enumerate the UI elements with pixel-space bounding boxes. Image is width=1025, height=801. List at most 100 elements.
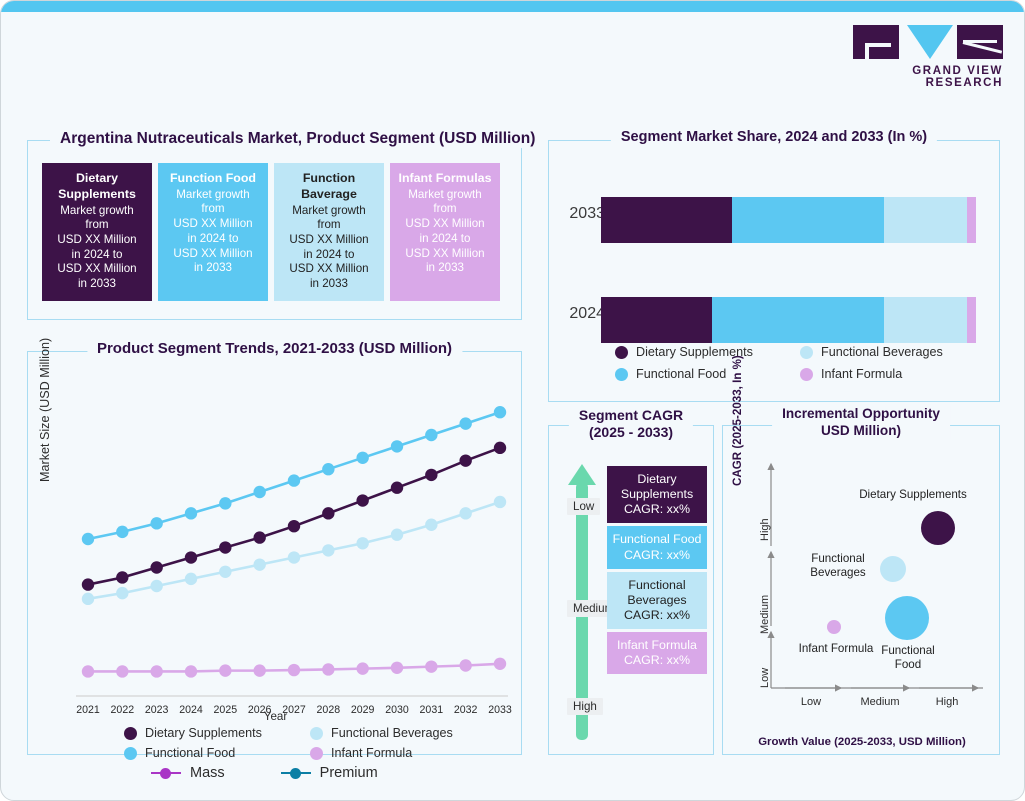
data-point[interactable] xyxy=(356,662,369,675)
data-point[interactable] xyxy=(116,586,129,600)
bubble-functional-beverages[interactable] xyxy=(880,556,906,582)
bar-segment-functional-food[interactable] xyxy=(711,297,885,343)
legend-label: Premium xyxy=(319,765,378,781)
data-point[interactable] xyxy=(287,519,301,533)
data-point[interactable] xyxy=(322,507,335,520)
legend-item-infant-formula[interactable]: Infant Formula xyxy=(800,367,985,381)
data-point[interactable] xyxy=(390,528,404,541)
data-point[interactable] xyxy=(116,525,129,539)
cagr-card-dietary-supplements[interactable]: Dietary Supplements CAGR: xx% xyxy=(607,466,707,524)
bar-segment-functional-beverages[interactable] xyxy=(884,297,967,343)
data-point[interactable] xyxy=(425,518,438,531)
data-point[interactable] xyxy=(356,494,369,507)
data-point[interactable] xyxy=(493,657,507,670)
data-point[interactable] xyxy=(184,551,198,564)
data-point[interactable] xyxy=(150,517,163,530)
bar-segment-functional-food[interactable] xyxy=(732,197,885,243)
bar-segment-dietary-supplements[interactable] xyxy=(601,297,712,343)
data-point[interactable] xyxy=(184,507,198,520)
data-point[interactable] xyxy=(390,440,404,453)
segment-card-line6: in 2033 xyxy=(425,261,465,275)
arrow-up-icon xyxy=(568,464,596,485)
data-point[interactable] xyxy=(459,507,472,520)
data-point[interactable] xyxy=(253,664,266,677)
cagr-card-functional-beverages[interactable]: Functional Beverages CAGR: xx% xyxy=(607,571,707,629)
bar-segment-infant-formula[interactable] xyxy=(966,197,976,243)
data-point[interactable] xyxy=(390,481,404,494)
legend-item-infant-formula[interactable]: Infant Formula xyxy=(310,746,496,760)
data-point[interactable] xyxy=(81,665,95,678)
data-point[interactable] xyxy=(493,495,507,509)
bubble-functional-food[interactable] xyxy=(885,596,929,640)
segment-card-infant-formulas[interactable]: Infant Formulas Market growth from USD X… xyxy=(390,163,500,301)
logo-wordmark: GRAND VIEW RESEARCH xyxy=(912,65,1003,89)
legend-label: Mass xyxy=(190,765,225,781)
segment-card-line2: from xyxy=(85,218,109,232)
data-point[interactable] xyxy=(219,565,232,578)
scatter-y-tick-high: High xyxy=(759,518,771,541)
data-point[interactable] xyxy=(81,578,95,591)
data-point[interactable] xyxy=(253,531,266,544)
data-point[interactable] xyxy=(150,665,163,678)
data-point[interactable] xyxy=(253,485,266,499)
legend-item-mass[interactable]: Mass xyxy=(151,765,225,781)
data-point[interactable] xyxy=(493,441,507,455)
legend-label: Infant Formula xyxy=(821,367,903,381)
data-point[interactable] xyxy=(253,558,266,571)
data-point[interactable] xyxy=(150,579,163,593)
data-point[interactable] xyxy=(459,454,472,467)
data-point[interactable] xyxy=(322,544,335,557)
data-point[interactable] xyxy=(116,571,129,584)
stacked-bar-2033[interactable] xyxy=(601,197,976,243)
data-point[interactable] xyxy=(425,428,438,442)
data-point[interactable] xyxy=(425,468,438,482)
scatter-y-tick-low: Low xyxy=(759,667,771,688)
data-point[interactable] xyxy=(287,474,301,487)
data-point[interactable] xyxy=(81,592,95,606)
legend-swatch-icon xyxy=(615,345,628,359)
data-point[interactable] xyxy=(459,417,472,430)
data-point[interactable] xyxy=(322,663,335,676)
data-point[interactable] xyxy=(287,551,301,564)
data-point[interactable] xyxy=(390,661,404,674)
legend-item-functional-beverages[interactable]: Functional Beverages xyxy=(800,345,985,359)
bar-segment-dietary-supplements[interactable] xyxy=(601,197,733,243)
legend-item-functional-beverages[interactable]: Functional Beverages xyxy=(310,726,496,740)
stacked-bar-2024[interactable] xyxy=(601,297,976,343)
cagr-scale-label-high: High xyxy=(567,698,603,715)
data-point[interactable] xyxy=(287,663,301,677)
logo-r-icon xyxy=(957,25,1003,59)
cagr-card-functional-food[interactable]: Functional Food CAGR: xx% xyxy=(607,526,707,569)
data-point[interactable] xyxy=(219,664,232,677)
data-point[interactable] xyxy=(81,532,95,546)
data-point[interactable] xyxy=(459,659,472,672)
data-point[interactable] xyxy=(219,497,232,510)
cagr-card-value: CAGR: xx% xyxy=(623,607,691,622)
cagr-card-infant-formula[interactable]: Infant Formula CAGR: xx% xyxy=(607,632,707,675)
segment-card-function-baverage[interactable]: Function Baverage Market growth from USD… xyxy=(274,163,384,301)
segment-card-dietary-supplements[interactable]: Dietary Supplements Market growth from U… xyxy=(42,163,152,301)
data-point[interactable] xyxy=(322,462,335,476)
bubble-dietary-supplements[interactable] xyxy=(921,511,955,545)
data-point[interactable] xyxy=(184,665,198,678)
data-point[interactable] xyxy=(219,541,232,554)
data-point[interactable] xyxy=(356,451,369,465)
legend-item-dietary-supplements[interactable]: Dietary Supplements xyxy=(615,345,800,359)
legend-item-functional-food[interactable]: Functional Food xyxy=(615,367,800,381)
bar-segment-infant-formula[interactable] xyxy=(966,297,976,343)
legend-item-dietary-supplements[interactable]: Dietary Supplements xyxy=(124,726,310,740)
bubble-infant-formula[interactable] xyxy=(827,620,841,634)
data-point[interactable] xyxy=(150,561,163,574)
bar-segment-functional-beverages[interactable] xyxy=(884,197,967,243)
data-point[interactable] xyxy=(425,660,438,673)
legend-item-premium[interactable]: Premium xyxy=(280,765,378,781)
data-point[interactable] xyxy=(116,665,129,678)
data-point[interactable] xyxy=(184,572,198,586)
legend-item-functional-food[interactable]: Functional Food xyxy=(124,746,310,760)
data-point[interactable] xyxy=(493,406,507,419)
product-segment-card-list: Dietary Supplements Market growth from U… xyxy=(42,163,500,301)
scatter-x-tick-low: Low xyxy=(800,696,822,708)
data-point[interactable] xyxy=(356,537,369,550)
segment-card-function-food[interactable]: Function Food Market growth from USD XX … xyxy=(158,163,268,301)
